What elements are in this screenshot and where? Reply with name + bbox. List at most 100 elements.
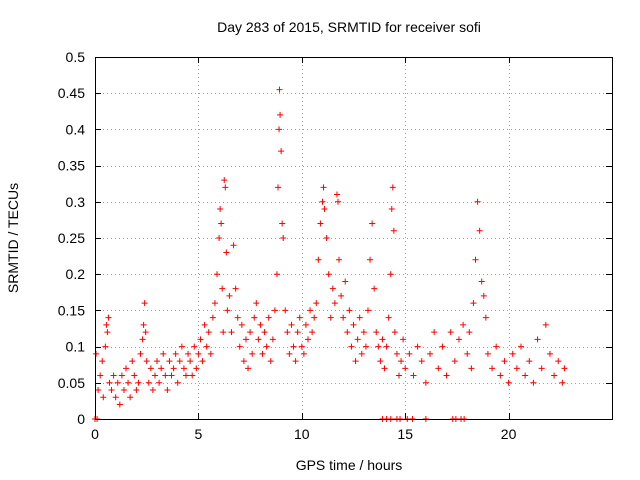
data-point: [317, 220, 324, 227]
data-point: [255, 336, 262, 343]
data-point: [513, 365, 520, 372]
data-point: [282, 307, 289, 314]
data-point: [342, 278, 349, 285]
data-point: [300, 350, 307, 357]
y-tick-label: 0.25: [58, 230, 85, 246]
data-point: [240, 358, 247, 365]
axis-ticks: [95, 57, 612, 420]
data-point: [497, 372, 504, 379]
data-point: [199, 358, 206, 365]
data-point: [400, 336, 407, 343]
data-point: [381, 365, 388, 372]
data-point: [320, 184, 327, 191]
data-point: [195, 350, 202, 357]
data-point: [279, 220, 286, 227]
data-point: [219, 285, 226, 292]
data-point: [209, 314, 216, 321]
data-point: [211, 300, 218, 307]
data-point: [221, 177, 228, 184]
data-point: [149, 387, 156, 394]
data-point: [555, 358, 562, 365]
data-point: [451, 358, 458, 365]
data-point: [391, 329, 398, 336]
y-tick-label: 0.4: [66, 121, 86, 137]
data-point: [518, 343, 525, 350]
data-point: [373, 329, 380, 336]
data-point: [333, 191, 340, 198]
data-point: [561, 365, 568, 372]
data-point: [164, 387, 171, 394]
data-point: [389, 184, 396, 191]
data-point: [406, 350, 413, 357]
data-point: [387, 271, 394, 278]
data-point: [242, 336, 249, 343]
y-tick-label: 0.3: [66, 194, 86, 210]
data-point: [439, 343, 446, 350]
data-point: [348, 343, 355, 350]
data-point: [178, 343, 185, 350]
data-point: [182, 372, 189, 379]
data-point: [273, 271, 280, 278]
data-point: [292, 358, 299, 365]
y-tick-label: 0.2: [66, 266, 86, 282]
data-point: [123, 365, 130, 372]
data-point: [344, 329, 351, 336]
data-point: [201, 321, 208, 328]
data-point: [325, 271, 332, 278]
data-point: [427, 350, 434, 357]
data-point: [379, 336, 386, 343]
data-point: [131, 372, 138, 379]
data-point: [354, 336, 361, 343]
data-point: [207, 350, 214, 357]
data-point: [118, 372, 125, 379]
data-point: [170, 365, 177, 372]
data-point: [288, 321, 295, 328]
data-point: [367, 256, 374, 263]
y-tick-label: 0.45: [58, 85, 85, 101]
data-point: [218, 220, 225, 227]
data-point: [422, 379, 429, 386]
data-point: [484, 350, 491, 357]
data-point: [329, 285, 336, 292]
data-point: [466, 329, 473, 336]
data-point: [388, 206, 395, 213]
data-point: [249, 350, 256, 357]
data-point: [313, 300, 320, 307]
data-point: [435, 365, 442, 372]
data-point: [142, 329, 149, 336]
data-point: [276, 126, 283, 133]
data-point: [166, 358, 173, 365]
data-point: [236, 343, 243, 350]
data-point: [296, 314, 303, 321]
data-point: [447, 329, 454, 336]
grid-lines: [95, 57, 612, 419]
data-point: [302, 321, 309, 328]
data-point: [369, 220, 376, 227]
data-point: [464, 350, 471, 357]
data-point: [360, 329, 367, 336]
data-point: [476, 227, 483, 234]
data-point: [358, 350, 365, 357]
data-point: [135, 379, 142, 386]
data-point: [265, 314, 272, 321]
data-point: [542, 321, 549, 328]
data-point: [346, 307, 353, 314]
data-point: [191, 343, 198, 350]
x-tick-label: 20: [501, 426, 517, 442]
data-point: [482, 314, 489, 321]
data-point: [350, 321, 357, 328]
data-point: [174, 379, 181, 386]
x-tick-label: 0: [91, 426, 99, 442]
data-point: [385, 314, 392, 321]
data-point: [110, 372, 117, 379]
data-point: [257, 321, 264, 328]
data-point: [286, 350, 293, 357]
x-tick-label: 15: [397, 426, 413, 442]
data-point: [431, 329, 438, 336]
data-point: [410, 372, 417, 379]
data-point: [158, 365, 165, 372]
data-point: [398, 358, 405, 365]
data-point: [253, 300, 260, 307]
data-point: [356, 314, 363, 321]
